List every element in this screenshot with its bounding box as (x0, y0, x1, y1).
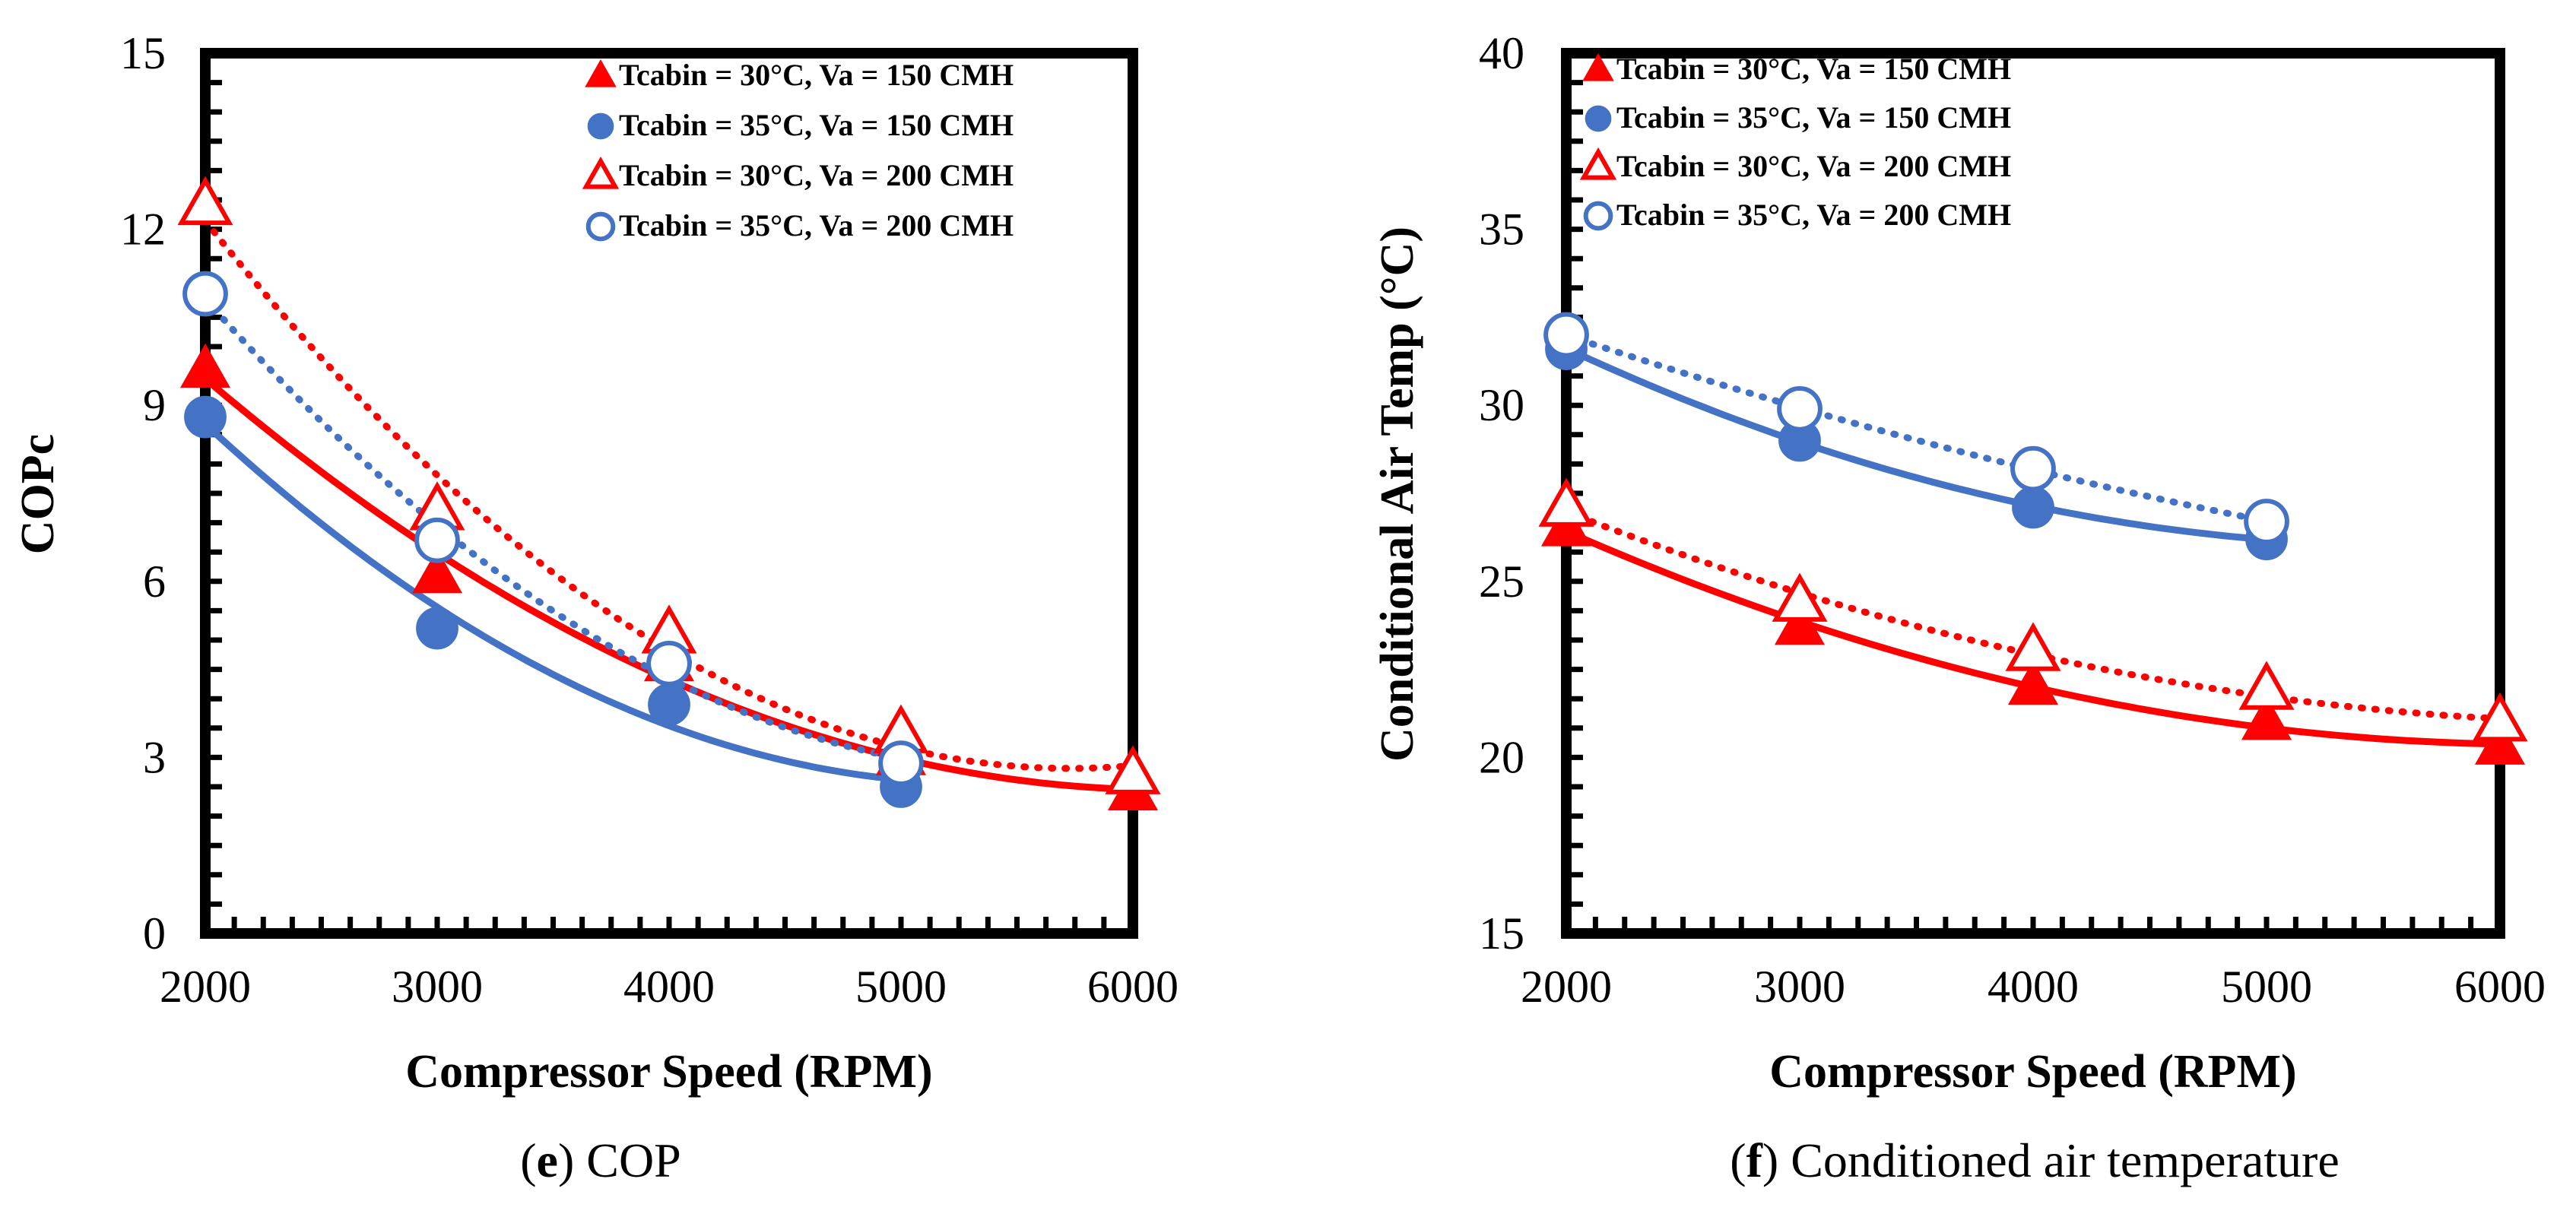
y-tick-label: 9 (143, 380, 166, 430)
legend-marker-3 (1583, 201, 1613, 231)
data-point-series-3 (646, 641, 692, 686)
legend-marker-2 (1579, 147, 1617, 180)
data-point-series-0 (2474, 720, 2526, 765)
y-tick-label: 15 (120, 28, 166, 78)
caption-text: Conditioned air temperature (1791, 1133, 2340, 1187)
data-point-series-1 (184, 395, 227, 439)
legend: Tcabin = 30°C, Va = 150 CMH Tcabin = 35°C… (1579, 52, 2011, 232)
data-point-series-0 (1774, 601, 1826, 645)
data-point-series-3 (182, 271, 228, 317)
figure-caption: (e) COP (520, 1133, 681, 1187)
legend-label-1: Tcabin = 35°C, Va = 150 CMH (1616, 100, 2011, 135)
data-point-series-1 (416, 607, 458, 650)
data-point-series-3 (878, 740, 924, 786)
data-point-series-0 (179, 343, 231, 388)
data-point-series-2 (2005, 622, 2061, 671)
data-point-series-3 (1777, 385, 1823, 432)
x-tick-label: 2000 (160, 962, 251, 1012)
x-tick-label: 4000 (623, 962, 715, 1012)
x-axis-title: Compressor Speed (RPM) (1769, 1046, 2296, 1098)
legend-label-2: Tcabin = 30°C, Va = 200 CMH (619, 158, 1014, 192)
data-point-series-2 (1105, 745, 1161, 794)
data-point-series-0 (2241, 696, 2292, 740)
data-point-series-2 (177, 176, 233, 226)
data-point-series-2 (1772, 572, 1828, 622)
trendline-series-2 (205, 217, 1133, 772)
legend-marker-0 (585, 59, 617, 87)
data-point-series-0 (2007, 660, 2059, 705)
y-tick-label: 40 (1479, 28, 1524, 78)
x-tick-label: 3000 (1754, 962, 1845, 1012)
caption-paren-open: ( (520, 1133, 536, 1187)
y-tick-label: 30 (1479, 380, 1524, 430)
data-point-series-1 (648, 683, 690, 726)
x-tick-label: 5000 (855, 962, 947, 1012)
chart-panel-f: 15 20 25 30 35 40 2000 3000 4000 5000 6000 Compress… (1372, 28, 2546, 1187)
data-point-series-3 (2244, 499, 2289, 544)
data-point-series-0 (411, 549, 463, 594)
caption-paren-close: ) (558, 1133, 586, 1187)
legend-label-3: Tcabin = 35°C, Va = 200 CMH (1616, 198, 2011, 232)
y-axis-title: Conditional Air Temp (°C) (1372, 227, 1423, 762)
y-tick-label: 0 (143, 908, 166, 959)
legend-label-0: Tcabin = 30°C, Va = 150 CMH (1616, 52, 2011, 86)
legend-label-3: Tcabin = 35°C, Va = 200 CMH (619, 208, 1014, 242)
data-point-series-1 (2012, 486, 2054, 529)
x-tick-label: 4000 (1988, 962, 2079, 1012)
y-tick-label: 35 (1479, 204, 1524, 255)
legend-label-2: Tcabin = 30°C, Va = 200 CMH (1616, 149, 2011, 183)
legend-label-0: Tcabin = 30°C, Va = 150 CMH (619, 58, 1014, 92)
data-point-series-3 (2010, 445, 2056, 492)
caption-paren-open: ( (1730, 1133, 1746, 1187)
data-point-series-2 (1538, 477, 1594, 527)
y-tick-label: 6 (143, 556, 166, 607)
caption-paren-close: ) (1762, 1133, 1791, 1187)
x-tick-label: 6000 (1087, 962, 1179, 1012)
legend-marker-1 (587, 113, 614, 140)
y-tick-label: 25 (1479, 556, 1524, 607)
legend-label-1: Tcabin = 35°C, Va = 150 CMH (619, 108, 1014, 142)
data-point-series-2 (2472, 692, 2528, 742)
data-point-series-3 (414, 517, 460, 563)
trendline-series-1 (205, 421, 902, 784)
caption-letter: e (537, 1133, 558, 1187)
y-tick-label: 20 (1479, 732, 1524, 782)
x-axis-title: Compressor Speed (RPM) (405, 1046, 932, 1098)
figure-caption: (f) Conditioned air temperature (1730, 1133, 2339, 1187)
legend-marker-2 (582, 156, 620, 189)
legend: Tcabin = 30°C, Va = 150 CMH Tcabin = 35°C… (582, 58, 1014, 242)
x-tick-label: 3000 (392, 962, 483, 1012)
caption-letter: f (1746, 1133, 1763, 1187)
y-tick-label: 15 (1479, 908, 1524, 959)
trendline-series-1 (1566, 345, 2267, 544)
chart-panel-e: 0 3 6 9 12 15 2000 3000 4000 5000 6000 Compressor S… (12, 28, 1179, 1187)
data-point-series-2 (2238, 661, 2295, 710)
legend-marker-3 (585, 211, 616, 242)
trendline-series-2 (1566, 508, 2500, 723)
legend-marker-0 (1582, 52, 1614, 81)
x-tick-label: 2000 (1521, 962, 1612, 1012)
y-axis-title: COPc (12, 434, 64, 554)
x-tick-label: 6000 (2454, 962, 2546, 1012)
y-tick-label: 3 (143, 732, 166, 782)
y-tick-label: 12 (120, 204, 166, 255)
caption-text: COP (586, 1133, 681, 1187)
data-point-series-3 (1543, 312, 1589, 358)
x-tick-label: 5000 (2221, 962, 2312, 1012)
trendline-series-3 (205, 295, 905, 762)
legend-marker-1 (1585, 105, 1612, 132)
trendline-series-3 (1566, 331, 2270, 525)
